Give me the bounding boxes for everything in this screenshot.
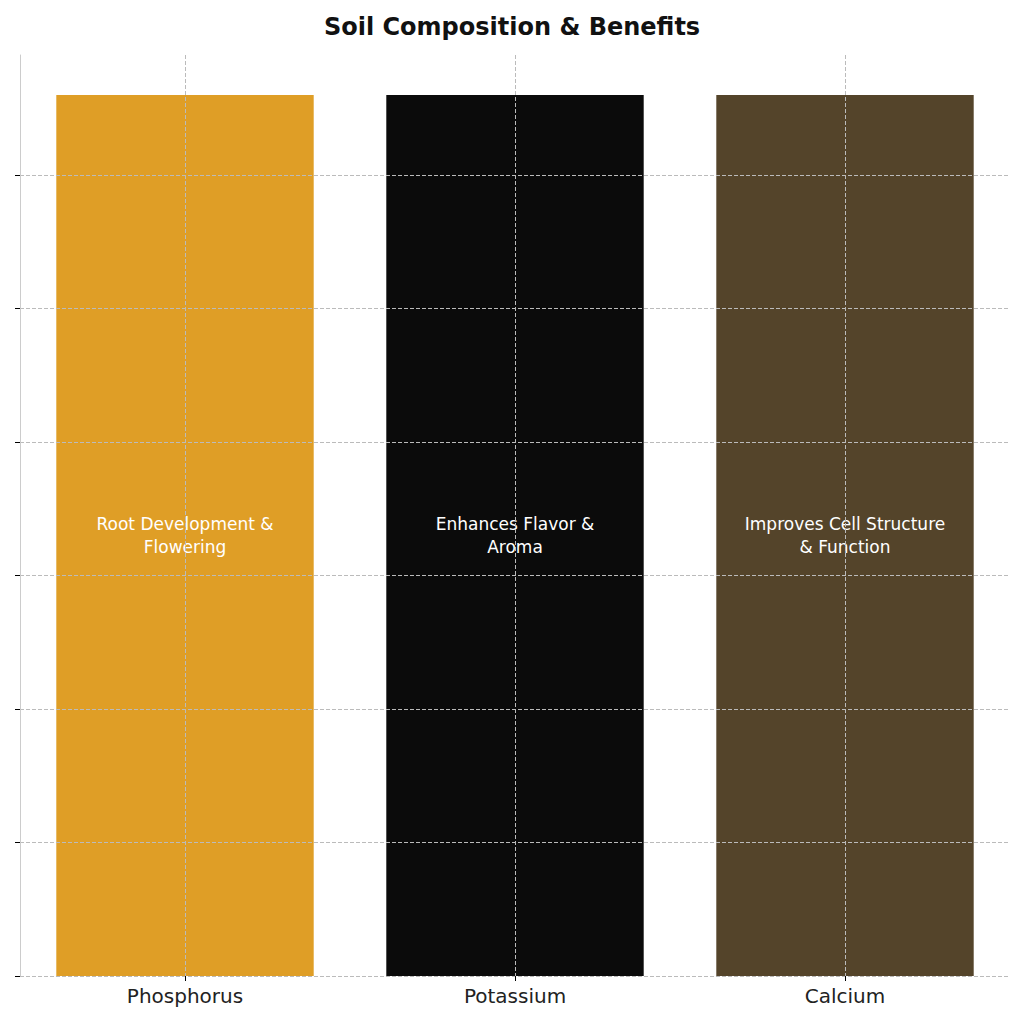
- svg-text:Improves Cell Structure: Improves Cell Structure: [744, 514, 946, 534]
- svg-text:Soil Composition & Benefits: Soil Composition & Benefits: [324, 13, 700, 41]
- svg-text:Root Development &: Root Development &: [96, 514, 274, 534]
- svg-text:Flowering: Flowering: [143, 537, 227, 557]
- svg-text:Aroma: Aroma: [487, 537, 543, 557]
- svg-text:Enhances Flavor &: Enhances Flavor &: [435, 514, 595, 534]
- svg-text:Phosphorus: Phosphorus: [127, 984, 243, 1008]
- svg-text:Calcium: Calcium: [805, 984, 886, 1008]
- svg-text:& Function: & Function: [799, 537, 891, 557]
- svg-text:Potassium: Potassium: [464, 984, 566, 1008]
